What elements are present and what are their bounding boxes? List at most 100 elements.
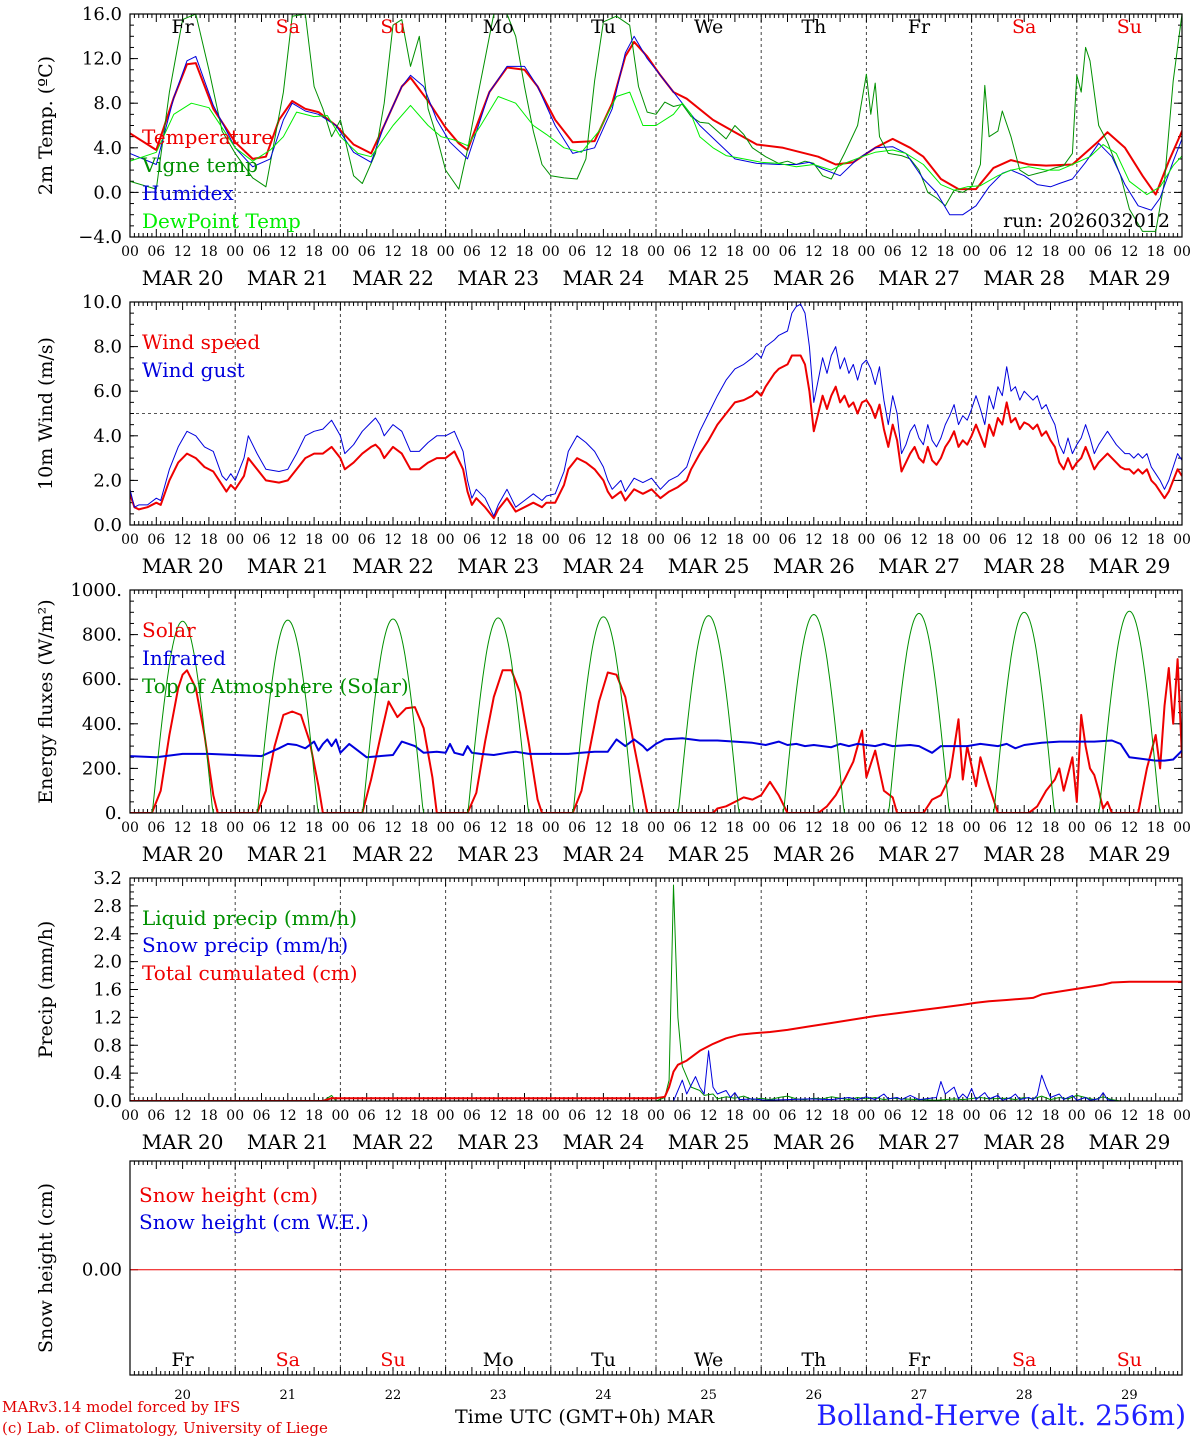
- hour-label: 18: [305, 820, 323, 836]
- date-label: MAR 23: [457, 1130, 539, 1154]
- y-tick-label: 2.0: [93, 952, 122, 973]
- hour-label: 06: [884, 244, 902, 260]
- hour-label: 06: [358, 820, 376, 836]
- legend-entry: Vigne temp: [141, 153, 258, 177]
- weekday-label: Th: [801, 16, 826, 38]
- day-number: 25: [700, 1388, 717, 1403]
- y-tick-label: 8.0: [93, 93, 122, 114]
- legend-entry: Temperature: [142, 125, 273, 149]
- hour-label: 18: [516, 1108, 534, 1124]
- hour-label: 06: [1094, 532, 1112, 548]
- hour-label: 18: [305, 244, 323, 260]
- hour-label: 06: [147, 532, 165, 548]
- y-tick-label: 0.8: [93, 1035, 122, 1056]
- hour-label: 12: [805, 532, 823, 548]
- date-label: MAR 20: [142, 1130, 224, 1154]
- y-tick-label: 4.0: [93, 138, 122, 159]
- y-tick-label: 10.0: [82, 292, 122, 313]
- panel-wind: 0.0 2.0 4.0 6.0 8.0 10.0 10m Wind (m/s) 00 06 12 1…: [35, 292, 1191, 578]
- hour-label: 00: [331, 244, 349, 260]
- hour-label: 12: [805, 244, 823, 260]
- hour-label: 00: [963, 820, 981, 836]
- hour-label: 18: [1147, 820, 1165, 836]
- y-tick-label: 12.0: [82, 49, 122, 70]
- date-label: MAR 20: [142, 842, 224, 866]
- date-label: MAR 24: [563, 1130, 645, 1154]
- hour-label: 00: [121, 244, 139, 260]
- hour-label: 12: [1120, 244, 1138, 260]
- hour-label: 00: [226, 532, 244, 548]
- series-humidex: [130, 35, 1182, 216]
- y-axis-title: Precip (mm/h): [35, 921, 57, 1059]
- date-label: MAR 22: [352, 842, 434, 866]
- hour-label: 00: [437, 244, 455, 260]
- hour-label: 12: [805, 1108, 823, 1124]
- hour-label: 00: [963, 1108, 981, 1124]
- hour-label: 12: [1015, 244, 1033, 260]
- date-label: MAR 23: [457, 554, 539, 578]
- legend-entry: Total cumulated (cm): [142, 961, 358, 985]
- hour-label: 12: [700, 820, 718, 836]
- hour-label: 12: [700, 244, 718, 260]
- y-tick-label: 8.0: [93, 337, 122, 358]
- panel-snow: 0.00 Snow height (cm) Snow height (cm) Snow…: [35, 1160, 1183, 1403]
- hour-label: 12: [489, 820, 507, 836]
- date-label: MAR 28: [983, 842, 1065, 866]
- hour-label: 00: [331, 1108, 349, 1124]
- series-top-of-atmosphere-solar: [130, 610, 1182, 813]
- hour-label: 12: [1120, 532, 1138, 548]
- date-label: MAR 25: [668, 842, 750, 866]
- hour-label: 12: [594, 820, 612, 836]
- hour-label: 00: [542, 820, 560, 836]
- hour-label: 00: [647, 820, 665, 836]
- plot-frame: [129, 877, 1183, 1102]
- y-tick-label: 4.0: [93, 426, 122, 447]
- y-axis-title: 10m Wind (m/s): [35, 337, 57, 490]
- date-label: MAR 23: [457, 266, 539, 290]
- weekday-label: Mo: [483, 1349, 514, 1371]
- y-tick-label: 6.0: [93, 381, 122, 402]
- date-label: MAR 21: [247, 842, 329, 866]
- hour-label: 18: [305, 532, 323, 548]
- hour-label: 00: [331, 532, 349, 548]
- weekday-label: Fr: [171, 16, 194, 38]
- hour-label: 18: [1147, 532, 1165, 548]
- date-label: MAR 21: [247, 554, 329, 578]
- hour-label: 18: [1042, 532, 1060, 548]
- lab-credit: (c) Lab. of Climatology, University of L…: [2, 1419, 328, 1437]
- hour-label: 12: [594, 1108, 612, 1124]
- hour-label: 06: [358, 1108, 376, 1124]
- hour-label: 06: [779, 820, 797, 836]
- day-number: 27: [911, 1388, 928, 1403]
- hour-label: 00: [226, 1108, 244, 1124]
- legend-entry: Infrared: [142, 646, 226, 670]
- hour-label: 12: [1120, 1108, 1138, 1124]
- hour-label: 12: [384, 1108, 402, 1124]
- hour-label: 12: [489, 1108, 507, 1124]
- series-group: [130, 14, 1182, 232]
- hour-label: 06: [989, 820, 1007, 836]
- y-tick-label: 1.6: [93, 980, 122, 1001]
- hour-label: 18: [1042, 244, 1060, 260]
- y-axis-title: Energy fluxes (W/m²): [35, 599, 57, 803]
- hour-label: 18: [200, 820, 218, 836]
- hour-label: 06: [463, 820, 481, 836]
- hour-label: 00: [647, 532, 665, 548]
- hour-label: 00: [226, 244, 244, 260]
- plot-frame: [129, 1160, 1183, 1376]
- hour-label: 06: [1094, 244, 1112, 260]
- hour-label: 00: [121, 1108, 139, 1124]
- weekday-label: Mo: [483, 16, 514, 38]
- hour-label: 00: [226, 820, 244, 836]
- date-label: MAR 27: [878, 554, 960, 578]
- day-number: 28: [1016, 1388, 1033, 1403]
- weekday-label: Tu: [591, 16, 616, 38]
- date-label: MAR 25: [668, 266, 750, 290]
- hour-label: 00: [437, 532, 455, 548]
- hour-label: 06: [253, 532, 271, 548]
- hour-label: 18: [726, 244, 744, 260]
- hour-label: 00: [857, 1108, 875, 1124]
- hour-label: 06: [673, 532, 691, 548]
- hour-label: 06: [568, 532, 586, 548]
- hour-label: 12: [700, 532, 718, 548]
